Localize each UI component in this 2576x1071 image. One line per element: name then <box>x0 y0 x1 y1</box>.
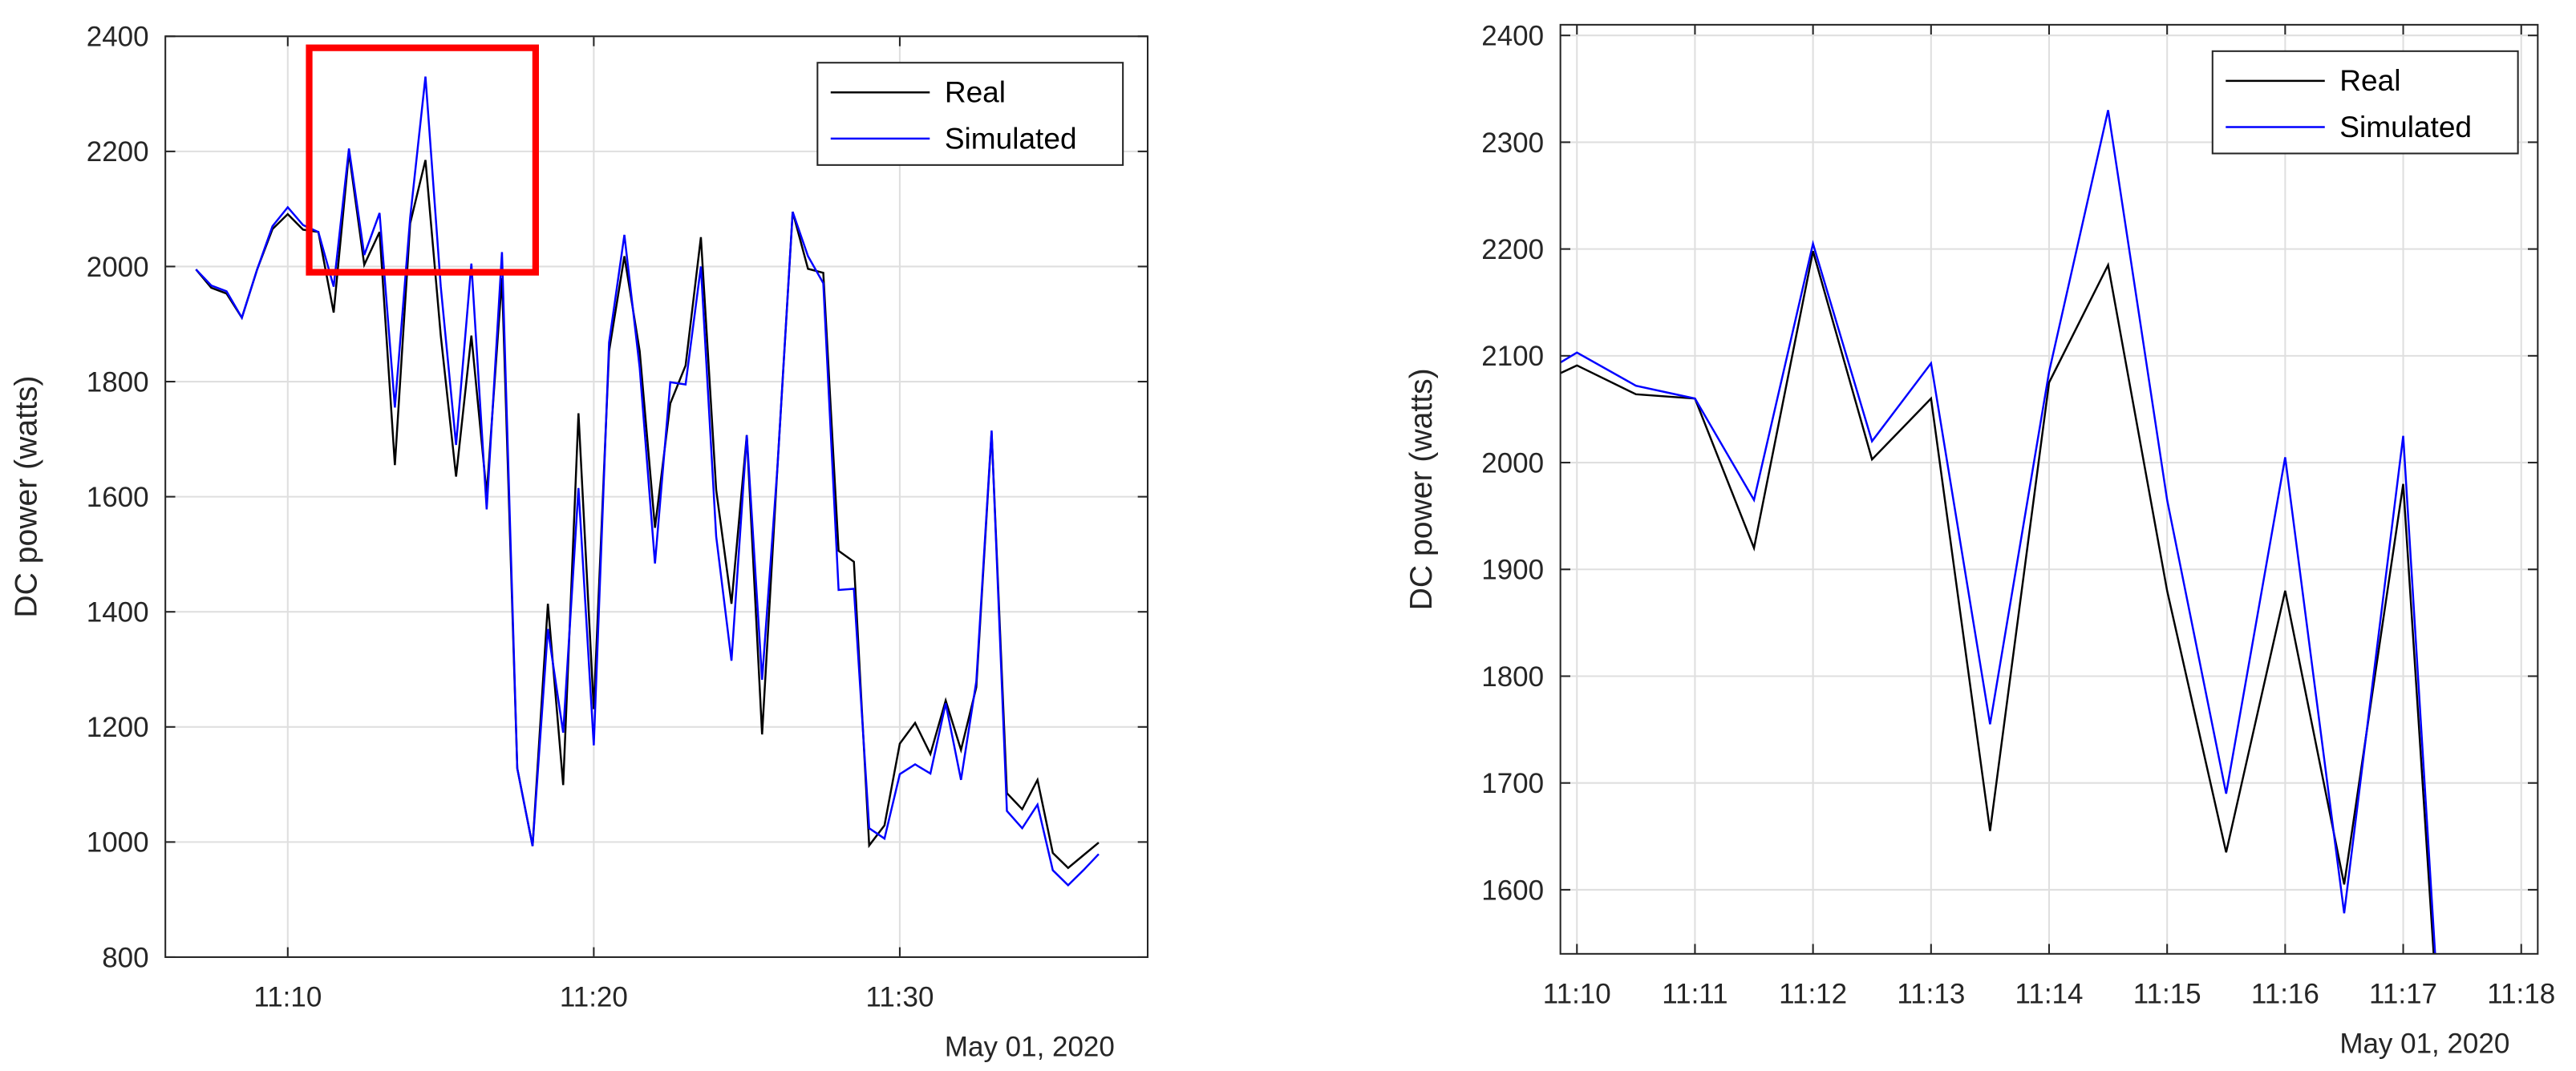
legend: Real Simulated <box>816 62 1124 166</box>
series-line-simulated <box>195 76 1100 887</box>
y-tick-label: 1900 <box>1481 555 1544 586</box>
legend-label-simulated: Simulated <box>945 121 1077 155</box>
y-tick-label: 2000 <box>1481 447 1544 479</box>
x-tick-label: 11:16 <box>2251 979 2319 1010</box>
y-tick-label: 2000 <box>87 252 149 283</box>
x-tick-label: 11:20 <box>560 982 628 1013</box>
x-tick-label: 11:15 <box>2133 979 2201 1010</box>
y-tick-label: 1800 <box>1481 661 1544 693</box>
y-tick-label: 1600 <box>1481 875 1544 906</box>
legend-label-simulated: Simulated <box>2339 110 2472 143</box>
x-tick-label: 11:10 <box>1543 979 1611 1010</box>
y-tick-label: 1600 <box>87 482 149 513</box>
x-tick-label: 11:14 <box>2015 979 2084 1010</box>
x-tick-label: 11:17 <box>2369 979 2437 1010</box>
legend: Real Simulated <box>2211 50 2519 155</box>
x-tick-label: 11:12 <box>1779 979 1847 1010</box>
x-tick-label: 11:18 <box>2487 979 2555 1010</box>
legend-label-real: Real <box>2339 63 2400 97</box>
date-label: May 01, 2020 <box>2339 1028 2509 1059</box>
y-tick-label: 1000 <box>87 827 149 859</box>
chart-zoomed: 11:10 11:11 11:12 11:13 11:14 11:15 11:16 11:17… <box>1404 21 2555 1060</box>
legend-box <box>2211 50 2519 155</box>
y-tick-label: 2200 <box>1481 234 1544 265</box>
x-tick-label: 11:13 <box>1897 979 1965 1010</box>
y-tick-label: 2400 <box>87 22 149 53</box>
y-tick-label: 1800 <box>87 366 149 398</box>
legend-label-real: Real <box>945 75 1006 109</box>
y-tick-label: 1700 <box>1481 768 1544 799</box>
y-tick-label: 2400 <box>1481 21 1544 52</box>
highlight-box <box>306 44 540 276</box>
x-tick-label: 11:11 <box>1662 979 1727 1010</box>
y-axis-label: DC power (watts) <box>1404 368 1439 610</box>
chart-full-day: 11:10 11:20 11:30 800 1000 1200 1400 1600 1800 20… <box>10 22 1149 1062</box>
legend-box <box>816 62 1124 166</box>
y-axis-label: DC power (watts) <box>10 376 44 618</box>
axes-frame <box>164 35 1149 958</box>
x-tick-label: 11:10 <box>253 982 322 1013</box>
y-tick-label: 2300 <box>1481 127 1544 159</box>
y-tick-label: 2100 <box>1481 341 1544 372</box>
y-tick-label: 1200 <box>87 712 149 743</box>
y-tick-label: 1400 <box>87 597 149 628</box>
y-tick-label: 800 <box>102 942 148 973</box>
date-label: May 01, 2020 <box>945 1031 1115 1062</box>
axes-frame <box>1559 23 2539 955</box>
y-tick-label: 2200 <box>87 136 149 168</box>
x-tick-label: 11:30 <box>865 982 934 1013</box>
